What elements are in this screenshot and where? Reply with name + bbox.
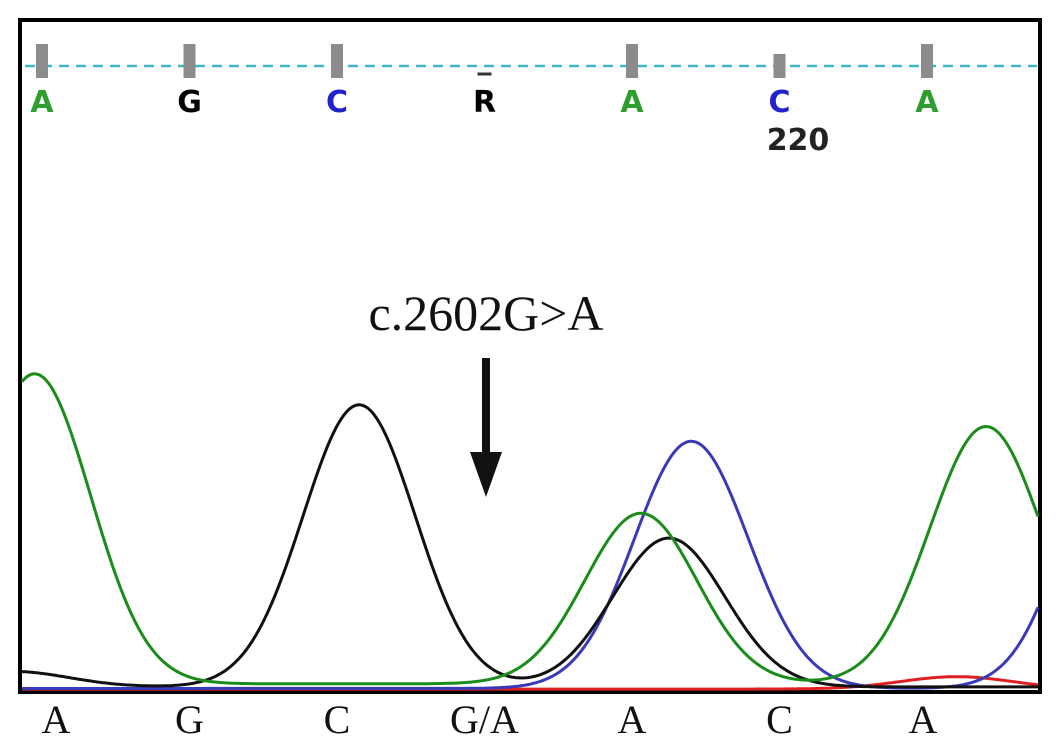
position-label: 220 — [767, 123, 830, 158]
quality-bar — [331, 44, 343, 78]
bottom-base-label: C — [766, 697, 793, 742]
quality-bar — [921, 44, 933, 78]
quality-bar — [773, 54, 786, 78]
called-base-label: R — [473, 85, 496, 120]
called-base-label: G — [177, 85, 202, 120]
bottom-base-label: A — [909, 697, 938, 742]
bottom-base-label: G — [175, 697, 204, 742]
plot-frame — [18, 18, 1042, 694]
trace-G — [21, 403, 1038, 689]
bottom-base-labels: A G C G/A A C A — [42, 697, 938, 742]
quality-bar — [183, 44, 196, 78]
quality-bar — [36, 44, 48, 78]
mutation-arrow — [470, 358, 502, 497]
called-base-label: A — [30, 85, 54, 120]
called-base-label: A — [620, 85, 644, 120]
trace-A — [20, 372, 1040, 686]
bottom-base-label: C — [324, 697, 351, 742]
called-base-label: C — [326, 85, 348, 120]
called-base-label: C — [768, 85, 790, 120]
bottom-base-label: A — [618, 697, 647, 742]
quality-bars — [36, 44, 933, 78]
called-base-label: A — [915, 85, 939, 120]
bottom-base-label: G/A — [450, 697, 519, 742]
bottom-base-label: A — [42, 697, 71, 742]
mutation-annotation: c.2602G>A — [368, 285, 603, 341]
trace-lines — [20, 372, 1040, 691]
quality-bar — [626, 44, 638, 78]
